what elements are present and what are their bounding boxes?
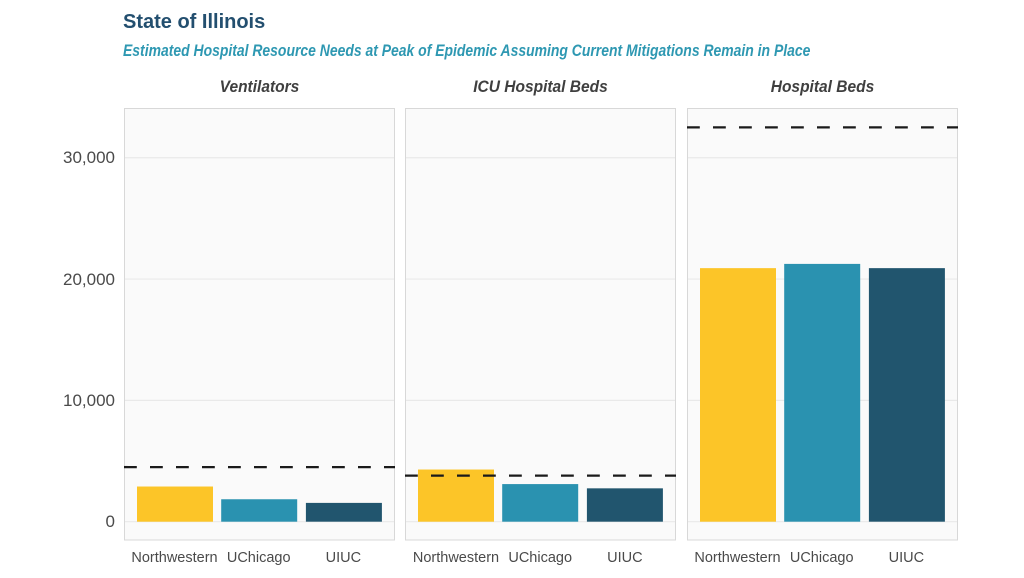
x-tick-label-uiuc: UIUC (325, 550, 362, 566)
y-tick-label: 10,000 (63, 390, 115, 410)
y-tick-label: 30,000 (63, 148, 115, 168)
bar-uiuc (586, 488, 663, 522)
panel-background (123, 108, 395, 541)
bar-northwestern (136, 486, 213, 522)
x-tick-label-uchicago: UChicago (789, 550, 854, 566)
chart-subtitle: Estimated Hospital Resource Needs at Pea… (123, 41, 811, 60)
facet-panel-ventilators (123, 108, 395, 541)
x-tick-label-uchicago: UChicago (508, 550, 573, 566)
x-tick-label-northwestern: Northwestern (131, 550, 218, 566)
x-tick-label-northwestern: Northwestern (694, 550, 781, 566)
x-tick-label-uiuc: UIUC (888, 550, 925, 566)
x-tick-label-northwestern: Northwestern (412, 550, 500, 566)
bar-northwestern (699, 268, 776, 522)
bar-uiuc (868, 268, 945, 522)
facet-title-hospital-beds: Hospital Beds (770, 77, 874, 96)
bar-northwestern (418, 469, 494, 522)
x-tick-label-uchicago: UChicago (226, 550, 291, 566)
facet-panel-icu-hospital-beds (405, 108, 676, 541)
bar-uchicago (502, 484, 579, 522)
panel-background (405, 108, 676, 541)
x-tick-label-uiuc: UIUC (607, 550, 643, 566)
facet-panel-hospital-beds (686, 108, 958, 541)
bar-uchicago (220, 499, 297, 522)
bar-uiuc (305, 502, 382, 522)
chart-title: State of Illinois (123, 11, 266, 33)
y-tick-label: 0 (105, 512, 115, 532)
facet-title-icu-hospital-beds: ICU Hospital Beds (473, 77, 608, 96)
bar-uchicago (783, 263, 860, 522)
facet-title-ventilators: Ventilators (219, 77, 299, 96)
y-tick-label: 20,000 (63, 269, 115, 289)
